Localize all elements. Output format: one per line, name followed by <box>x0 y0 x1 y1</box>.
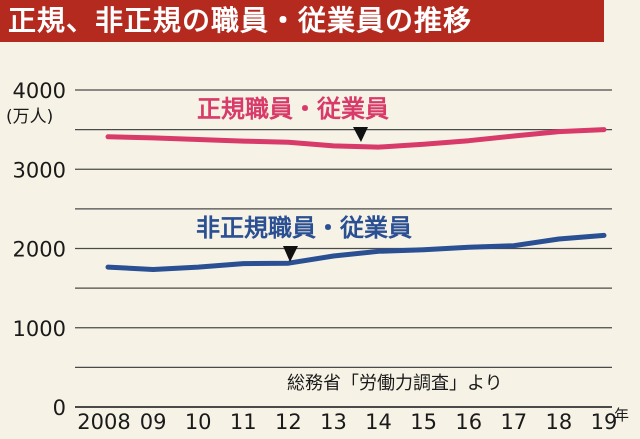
x-tick-label: 13 <box>320 410 347 434</box>
y-tick-label: 0 <box>53 396 66 420</box>
x-tick-label: 14 <box>365 410 392 434</box>
x-tick-label: 10 <box>185 410 212 434</box>
x-axis-ticks: 2008 09 10 11 12 13 14 15 16 17 18 19 <box>77 410 617 434</box>
label-pointer-icon <box>353 127 368 142</box>
y-tick-label: 3000 <box>13 158 66 182</box>
series-label-nonregular: 非正規職員・従業員 <box>196 214 412 242</box>
x-tick-label: 2008 <box>77 410 130 434</box>
x-tick-label: 11 <box>230 410 257 434</box>
y-tick-label: 2000 <box>13 238 66 262</box>
y-axis-unit-label: (万人) <box>6 107 53 127</box>
x-tick-label: 19 <box>591 410 618 434</box>
x-axis-year-suffix: 年 <box>614 406 629 424</box>
y-axis-ticks: 0 1000 2000 3000 4000 <box>13 79 66 420</box>
label-pointer-icon <box>283 246 298 262</box>
x-tick-label: 16 <box>455 410 482 434</box>
series-lines <box>105 127 607 272</box>
series-label-regular: 正規職員・従業員 <box>197 95 389 123</box>
x-tick-label: 18 <box>546 410 573 434</box>
chart-title: 正規、非正規の職員・従業員の推移 <box>0 0 604 42</box>
source-note: 総務省「労働力調査」より <box>287 373 503 394</box>
x-tick-label: 15 <box>410 410 437 434</box>
y-tick-label: 4000 <box>13 79 66 103</box>
series-line-regular <box>105 127 607 150</box>
series-line-nonregular <box>105 232 607 272</box>
grid-lines <box>75 89 612 408</box>
y-tick-label: 1000 <box>13 317 66 341</box>
x-tick-label: 09 <box>140 410 167 434</box>
x-tick-label: 17 <box>500 410 527 434</box>
x-tick-label: 12 <box>275 410 302 434</box>
